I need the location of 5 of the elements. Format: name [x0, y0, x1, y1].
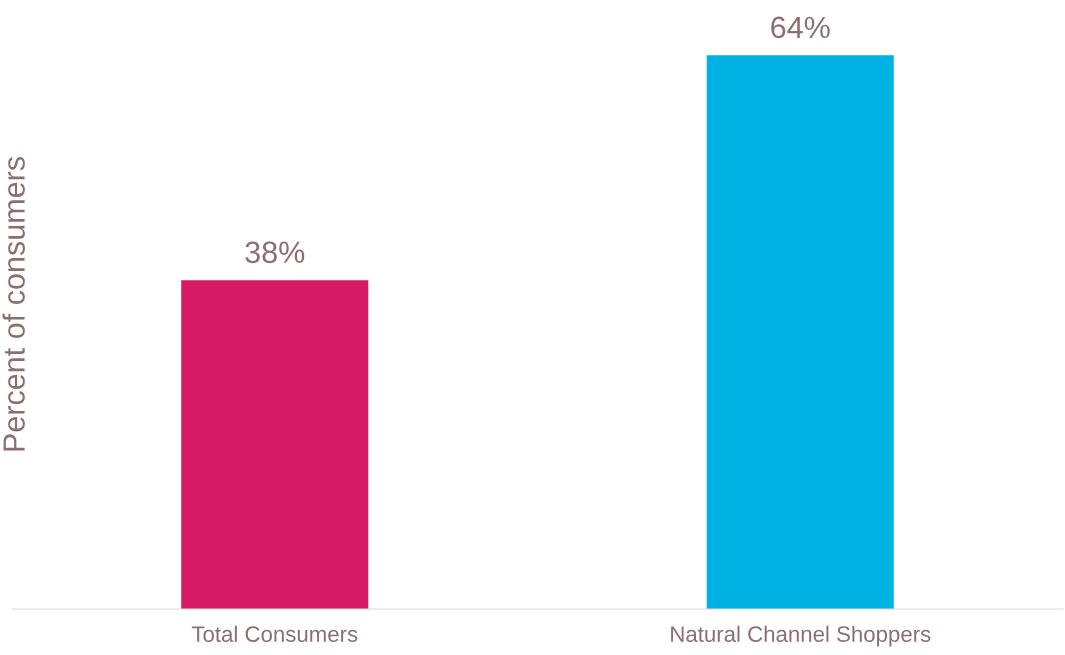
x-tick-label: Total Consumers [191, 625, 358, 642]
data-label: 38% [245, 241, 305, 264]
y-axis-title: Percent of consumers [2, 156, 25, 451]
x-tick-label: Natural Channel Shoppers [671, 625, 931, 647]
data-label: 64% [771, 16, 830, 39]
